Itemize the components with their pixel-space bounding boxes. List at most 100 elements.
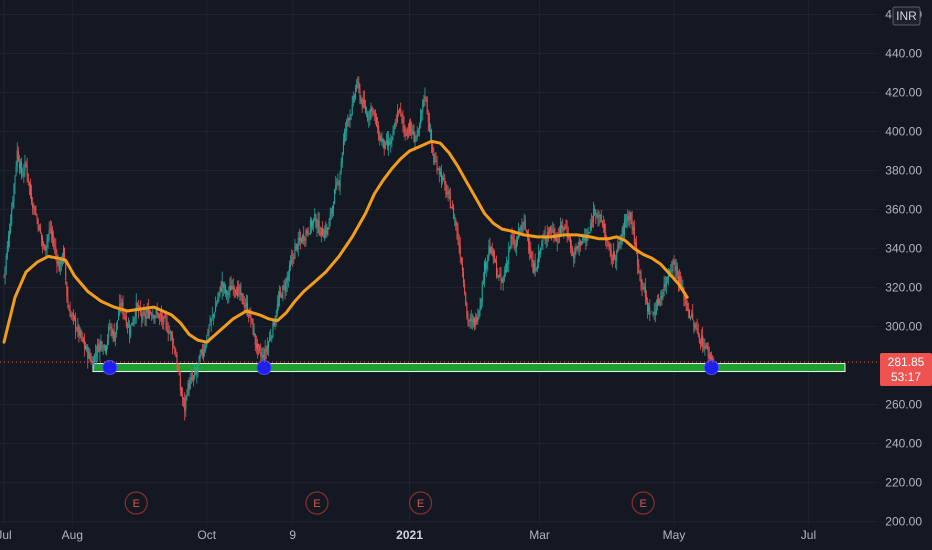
touch-marker-icon[interactable]	[703, 360, 719, 376]
candle-body	[552, 229, 554, 231]
candle-body	[31, 193, 33, 203]
candle-body	[685, 297, 687, 305]
candle-body	[239, 286, 241, 295]
candle-body	[151, 314, 153, 317]
candle-body	[169, 331, 171, 334]
candle-body	[477, 317, 479, 322]
time-tick-label: Jul	[801, 528, 816, 542]
candle-body	[378, 125, 380, 140]
candle-body	[496, 261, 498, 277]
candle-body	[463, 272, 465, 283]
touch-marker-icon[interactable]	[102, 360, 118, 376]
candle-body	[269, 337, 271, 342]
candle-body	[520, 225, 522, 231]
candle-body	[676, 266, 678, 275]
candle-body	[152, 314, 154, 318]
candle-body	[417, 130, 419, 132]
candle-body	[411, 129, 413, 135]
candle-body	[483, 262, 485, 283]
candle-body	[72, 313, 74, 316]
candle-body	[692, 313, 694, 320]
candle-body	[626, 220, 628, 221]
touch-marker-icon[interactable]	[256, 360, 272, 376]
candle-body	[281, 294, 283, 298]
earnings-event-icon[interactable]	[305, 491, 329, 515]
candle-body	[320, 227, 322, 235]
candle-body	[185, 396, 187, 410]
candle-body	[174, 346, 176, 354]
candle-body	[452, 206, 454, 208]
candle-body	[291, 258, 293, 263]
candle-body	[164, 314, 166, 319]
earnings-event-icon[interactable]	[408, 491, 433, 515]
candle-body	[659, 299, 661, 306]
price-tick-label: 220.00	[885, 476, 922, 490]
candle-body	[158, 314, 160, 318]
candle-body	[177, 365, 179, 371]
candle-body	[143, 311, 145, 314]
candle-body	[605, 232, 607, 241]
candle-body	[189, 379, 191, 389]
candle-body	[693, 321, 695, 327]
candle-body	[709, 353, 711, 360]
candle-body	[499, 273, 501, 275]
time-axis[interactable]: Jul Aug Oct 9 2021 Mar May Jul	[0, 528, 816, 542]
candle-body	[302, 234, 304, 242]
candle-body	[325, 228, 327, 235]
candle-body	[173, 345, 175, 347]
moving-average-line[interactable]	[2, 139, 689, 344]
currency-badge[interactable]: INR	[892, 6, 921, 26]
price-tick-label: 340.00	[885, 242, 922, 256]
earnings-event-icon[interactable]	[631, 491, 655, 515]
candle-body	[292, 257, 294, 259]
candle-body	[221, 280, 223, 292]
candle-body	[400, 108, 402, 113]
candle-body	[602, 224, 604, 227]
candle-body	[648, 305, 650, 312]
candle-body	[293, 256, 295, 258]
candle-body	[47, 235, 49, 240]
earnings-event-icon[interactable]	[124, 491, 148, 515]
candle-body	[457, 229, 459, 242]
candle-body	[330, 211, 332, 214]
candle-body	[225, 286, 227, 293]
candle-body	[37, 219, 39, 230]
candle-body	[288, 265, 290, 275]
candle-body	[159, 313, 161, 316]
candle-body	[336, 182, 338, 187]
candle-body	[218, 292, 220, 296]
candles-layer	[3, 76, 715, 421]
candle-body	[167, 329, 169, 334]
candle-body	[574, 248, 576, 259]
candle-body	[134, 316, 136, 318]
candle-body	[680, 277, 682, 286]
earnings-event-label: E	[133, 498, 140, 510]
candle-body	[349, 114, 351, 121]
candle-body	[448, 190, 450, 195]
candle-body	[668, 274, 670, 280]
price-axis[interactable]: 200.00 220.00 240.00 260.00 300.00 320.00 340.…	[880, 8, 932, 529]
candle-body	[564, 225, 566, 226]
candle-body	[53, 239, 55, 245]
candle-body	[258, 343, 260, 347]
candle-body	[40, 232, 42, 240]
candle-body	[569, 235, 571, 248]
candle-body	[638, 264, 640, 273]
candle-body	[639, 271, 641, 273]
candle-body	[49, 228, 51, 230]
candle-body	[688, 310, 690, 318]
support-zone-rect[interactable]	[92, 363, 846, 373]
candle-body	[155, 309, 157, 314]
candle-body	[599, 215, 601, 217]
candle-body	[7, 236, 9, 248]
candle-body	[132, 321, 134, 325]
candle-body	[344, 131, 346, 141]
candle-body	[209, 323, 211, 326]
candle-body	[38, 225, 40, 231]
candle-body	[497, 276, 499, 278]
candle-body	[701, 336, 703, 343]
candle-body	[373, 111, 375, 115]
candle-body	[388, 140, 390, 147]
candle-body	[610, 250, 612, 260]
